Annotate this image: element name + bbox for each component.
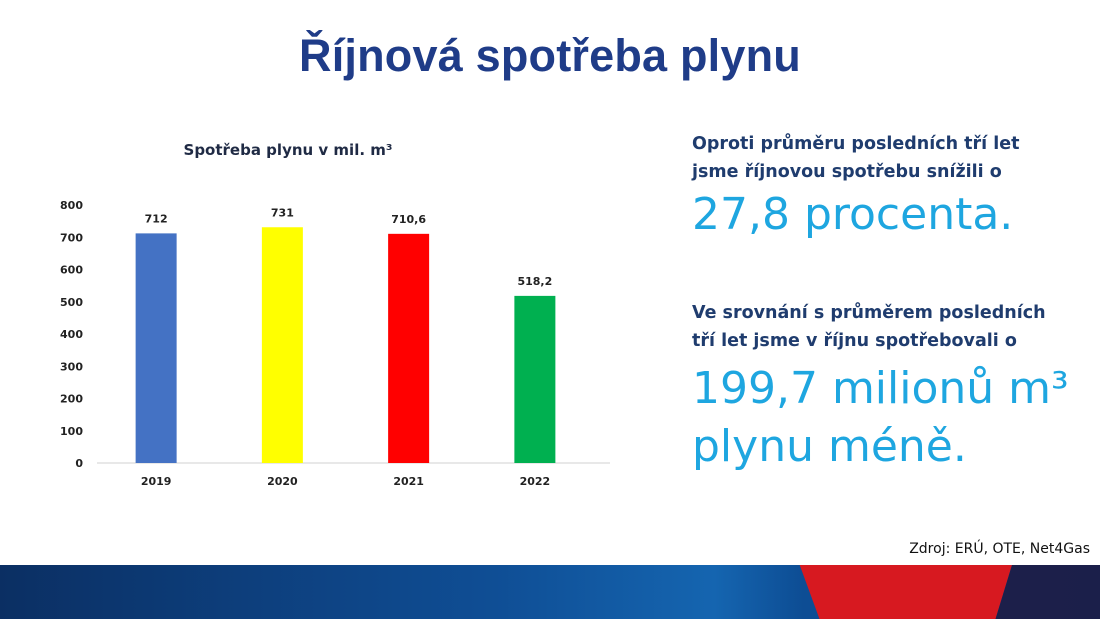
y-tick-label: 400 xyxy=(60,328,83,341)
y-tick-label: 300 xyxy=(60,360,83,373)
bar-2020 xyxy=(261,227,303,463)
comparison-text-2-line-1: Ve srovnání s průměrem posledních xyxy=(692,303,1046,323)
chart-title: Spotřeba plynu v mil. m³ xyxy=(184,141,393,159)
footer-red-stripe xyxy=(799,565,1012,619)
y-tick-label: 100 xyxy=(60,425,83,438)
y-tick-label: 800 xyxy=(60,199,83,212)
x-tick-label: 2020 xyxy=(267,475,298,488)
data-label: 731 xyxy=(271,206,294,219)
comparison-text-1-line-1: Oproti průměru posledních tří let xyxy=(692,134,1020,154)
bar-2019 xyxy=(135,233,177,463)
y-tick-label: 700 xyxy=(60,231,83,244)
bar-2021 xyxy=(388,233,430,463)
highlight-percent: 27,8 procenta. xyxy=(692,189,1014,240)
y-tick-label: 200 xyxy=(60,393,83,406)
comparison-text-2-line-2: tří let jsme v říjnu spotřebovali o xyxy=(692,331,1017,351)
data-label: 518,2 xyxy=(517,275,552,288)
highlight-volume-line-1: 199,7 milionů m³ xyxy=(692,363,1069,414)
y-tick-label: 0 xyxy=(75,457,83,470)
x-tick-label: 2022 xyxy=(520,475,551,488)
data-label: 712 xyxy=(145,212,168,225)
comparison-text-1-line-2: jsme říjnovou spotřebu snížili o xyxy=(692,162,1002,182)
chart-svg: Spotřeba plynu v mil. m³ 0 100 200 300 400 500… xyxy=(60,141,610,488)
comparison-text-2: Ve srovnání s průměrem posledních tří le… xyxy=(692,299,1046,355)
data-label: 710,6 xyxy=(391,213,426,226)
y-tick-label: 600 xyxy=(60,264,83,277)
footer-dark-stripe xyxy=(995,565,1100,619)
slide-title: Říjnová spotřeba plynu xyxy=(299,30,801,81)
source-note: Zdroj: ERÚ, OTE, Net4Gas xyxy=(909,541,1090,557)
x-tick-label: 2021 xyxy=(393,475,424,488)
highlight-volume-line-2: plynu méně. xyxy=(692,421,967,472)
comparison-text-1: Oproti průměru posledních tří let jsme ř… xyxy=(692,130,1019,186)
x-tick-label: 2019 xyxy=(141,475,172,488)
y-tick-label: 500 xyxy=(60,296,83,309)
highlight-volume: 199,7 milionů m³ plynu méně. xyxy=(692,360,1069,476)
bar-2022 xyxy=(514,295,556,463)
bar-chart: Spotřeba plynu v mil. m³ 0 100 200 300 400 500… xyxy=(55,130,635,500)
